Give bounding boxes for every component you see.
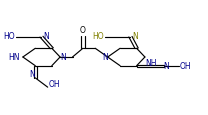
Text: N: N bbox=[43, 32, 49, 41]
Text: HO: HO bbox=[3, 32, 15, 41]
Text: OH: OH bbox=[49, 79, 60, 88]
Text: N: N bbox=[30, 70, 35, 79]
Text: HN: HN bbox=[8, 53, 19, 62]
Text: O: O bbox=[80, 26, 86, 35]
Text: OH: OH bbox=[180, 62, 192, 71]
Text: NH: NH bbox=[145, 58, 156, 67]
Text: N: N bbox=[164, 62, 170, 71]
Text: N: N bbox=[60, 53, 66, 62]
Text: N: N bbox=[132, 32, 138, 41]
Text: N: N bbox=[102, 53, 108, 62]
Text: HO: HO bbox=[92, 32, 104, 41]
